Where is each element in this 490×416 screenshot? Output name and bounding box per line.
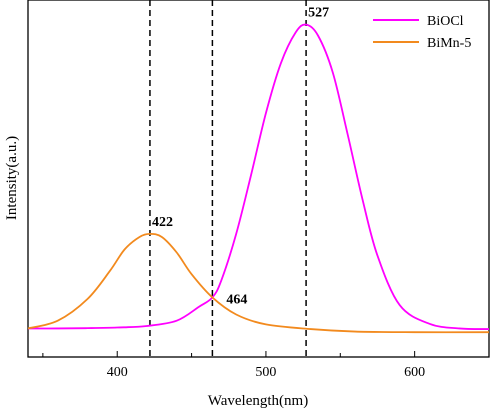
series-line-bimn-5 xyxy=(27,232,490,334)
legend-label: BiOCl xyxy=(427,14,464,29)
x-axis-ticks: 400 500 600 xyxy=(42,351,490,380)
legend: BiOCl BiMn-5 xyxy=(373,14,471,51)
series-layer xyxy=(27,23,490,334)
x-axis-label: Wavelength(nm) xyxy=(208,393,308,409)
legend-label: BiMn-5 xyxy=(427,36,471,51)
peak-label-422: 422 xyxy=(152,215,173,230)
peak-label-527: 527 xyxy=(308,6,329,21)
plot-frame xyxy=(27,0,490,358)
series-line-biocl xyxy=(27,23,490,330)
x-tick-label: 500 xyxy=(255,365,276,380)
x-tick-label: 600 xyxy=(404,365,425,380)
x-tick-label: 400 xyxy=(107,365,128,380)
y-axis-label: Intensity(a.u.) xyxy=(4,136,20,220)
peak-annotations: 422 464 527 xyxy=(152,6,329,308)
peak-label-464: 464 xyxy=(226,292,247,307)
